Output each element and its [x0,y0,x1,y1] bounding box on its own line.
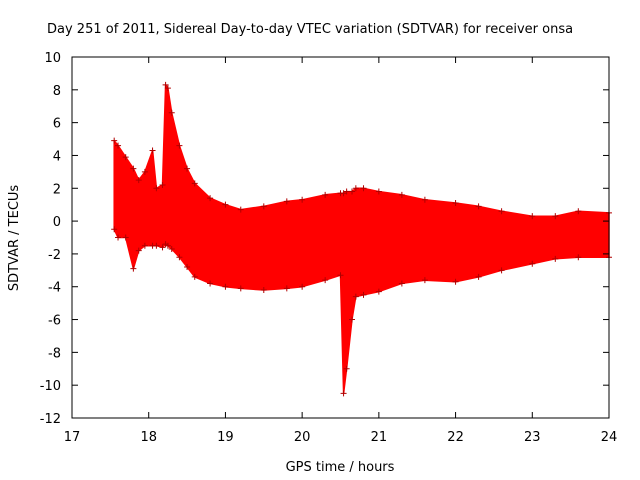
data-point-upper [299,196,306,203]
data-point-upper [349,188,356,195]
data-point-lower [322,277,329,284]
y-tick-label: -8 [48,346,61,361]
data-point-lower [343,365,350,372]
data-point-upper [398,191,405,198]
data-point-lower [552,255,559,262]
data-point-lower [191,273,198,280]
x-tick-label: 23 [524,430,541,445]
data-point-lower [153,242,160,249]
data-point-lower [159,244,166,251]
data-point-lower [135,247,142,254]
data-point-lower [337,272,344,279]
data-point-upper [164,85,171,92]
y-tick-label: 10 [44,51,61,66]
data-point-lower [529,260,536,267]
y-tick-label: -2 [48,248,61,263]
data-point-upper [168,109,175,116]
data-point-upper [260,203,267,210]
data-point-lower [299,283,306,290]
y-tick-label: 4 [53,149,61,164]
data-point-lower [452,278,459,285]
x-axis-label: GPS time / hours [286,460,395,475]
y-tick-label: -10 [40,379,61,394]
data-point-lower [184,264,191,271]
data-point-upper [130,165,137,172]
chart-title: Day 251 of 2011, Sidereal Day-to-day VTE… [47,22,573,37]
data-point-upper [115,142,122,149]
y-tick-label: -12 [40,412,61,427]
x-tick-label: 21 [371,430,388,445]
data-point-lower [130,265,137,272]
data-point-upper [135,177,142,184]
data-point-upper [176,142,183,149]
data-point-lower [111,226,118,233]
data-point-lower [398,280,405,287]
y-tick-label: -4 [48,281,61,296]
x-tick-label: 17 [64,430,81,445]
data-point-upper [375,188,382,195]
data-point-lower [122,234,129,241]
y-axis-label: SDTVAR / TECUs [7,185,22,292]
data-point-lower [375,288,382,295]
data-point-lower [207,280,214,287]
data-point-lower [168,245,175,252]
x-tick-label: 20 [294,430,311,445]
data-point-upper [352,185,359,192]
data-point-upper [322,191,329,198]
y-tick-label: 8 [53,84,61,99]
data-point-lower [360,291,367,298]
data-point-upper [184,165,191,172]
data-point-upper [141,168,148,175]
data-point-upper [340,190,347,197]
data-point-lower [260,287,267,294]
data-point-lower [349,316,356,323]
data-point-lower [164,242,171,249]
data-point-lower [421,277,428,284]
data-point-lower [176,254,183,261]
data-point-upper [122,154,129,161]
y-tick-label: 2 [53,182,61,197]
data-point-upper [475,203,482,210]
data-point-upper [360,185,367,192]
data-point-upper [149,147,156,154]
data-point-lower [222,283,229,290]
data-point-lower [340,390,347,397]
data-point-upper [159,181,166,188]
series-envelope-0 [113,84,610,395]
x-tick-label: 19 [217,430,234,445]
x-tick-label: 24 [601,430,618,445]
data-point-upper [222,201,229,208]
data-point-lower [498,267,505,274]
data-point-upper [153,185,160,192]
y-tick-label: 0 [53,215,61,230]
data-point-upper [452,200,459,207]
data-point-upper [498,208,505,215]
data-point-upper [529,213,536,220]
x-tick-label: 18 [140,430,157,445]
plot-border [71,56,610,419]
data-point-upper [343,188,350,195]
data-point-lower [237,285,244,292]
y-tick-label: 6 [53,117,61,132]
data-point-lower [141,242,148,249]
data-point-upper [421,196,428,203]
data-point-upper [283,198,290,205]
data-point-upper [207,195,214,202]
y-tick-label: -6 [48,314,61,329]
data-point-upper [191,180,198,187]
data-point-lower [475,273,482,280]
x-tick-label: 22 [447,430,464,445]
plot-area [111,81,612,397]
data-point-lower [283,285,290,292]
data-point-lower [115,234,122,241]
data-point-upper [575,208,582,215]
data-point-upper [111,137,118,144]
data-point-lower [575,254,582,261]
data-point-upper [162,81,169,88]
data-point-lower [352,293,359,300]
data-point-upper [552,213,559,220]
data-point-upper [237,206,244,213]
